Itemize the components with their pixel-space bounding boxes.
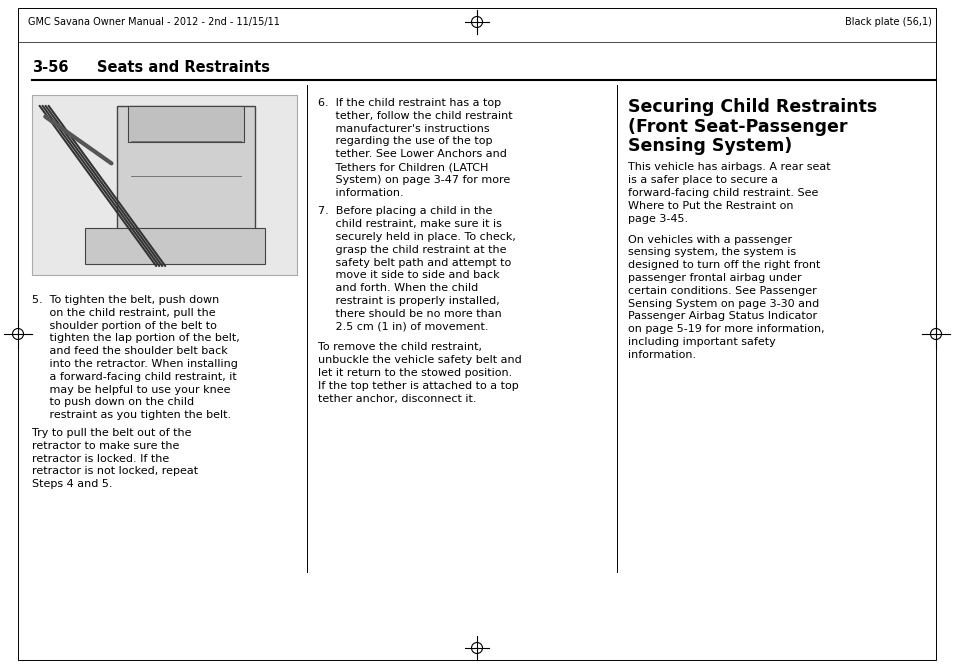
Text: Where to Put the Restraint on: Where to Put the Restraint on (627, 201, 793, 211)
Text: certain conditions. See Passenger: certain conditions. See Passenger (627, 286, 816, 296)
Text: is a safer place to secure a: is a safer place to secure a (627, 175, 778, 185)
Text: Tethers for Children (LATCH: Tethers for Children (LATCH (317, 162, 488, 172)
Text: tether anchor, disconnect it.: tether anchor, disconnect it. (317, 393, 476, 403)
Text: child restraint, make sure it is: child restraint, make sure it is (317, 219, 501, 229)
Text: securely held in place. To check,: securely held in place. To check, (317, 232, 516, 242)
Bar (128, 106, 243, 142)
Bar (85, 228, 265, 265)
Text: information.: information. (627, 350, 696, 359)
Text: may be helpful to use your knee: may be helpful to use your knee (32, 385, 231, 395)
Text: restraint as you tighten the belt.: restraint as you tighten the belt. (32, 410, 231, 420)
Text: manufacturer's instructions: manufacturer's instructions (317, 124, 489, 134)
Text: GMC Savana Owner Manual - 2012 - 2nd - 11/15/11: GMC Savana Owner Manual - 2012 - 2nd - 1… (28, 17, 279, 27)
Text: a forward-facing child restraint, it: a forward-facing child restraint, it (32, 372, 236, 382)
Text: 6.  If the child restraint has a top: 6. If the child restraint has a top (317, 98, 500, 108)
Text: unbuckle the vehicle safety belt and: unbuckle the vehicle safety belt and (317, 355, 521, 365)
Text: retractor to make sure the: retractor to make sure the (32, 441, 179, 451)
Text: to push down on the child: to push down on the child (32, 397, 193, 407)
Text: Steps 4 and 5.: Steps 4 and 5. (32, 479, 112, 489)
Text: on page 5-19 for more information,: on page 5-19 for more information, (627, 324, 823, 334)
Text: This vehicle has airbags. A rear seat: This vehicle has airbags. A rear seat (627, 162, 830, 172)
Text: move it side to side and back: move it side to side and back (317, 271, 499, 281)
Text: tighten the lap portion of the belt,: tighten the lap portion of the belt, (32, 333, 239, 343)
Text: (Front Seat-Passenger: (Front Seat-Passenger (627, 118, 846, 136)
Text: safety belt path and attempt to: safety belt path and attempt to (317, 258, 511, 268)
Text: Seats and Restraints: Seats and Restraints (97, 61, 270, 75)
Text: To remove the child restraint,: To remove the child restraint, (317, 343, 481, 353)
Text: Sensing System on page 3-30 and: Sensing System on page 3-30 and (627, 299, 819, 309)
Text: page 3-45.: page 3-45. (627, 214, 687, 224)
Text: retractor is not locked, repeat: retractor is not locked, repeat (32, 466, 198, 476)
Text: 5.  To tighten the belt, push down: 5. To tighten the belt, push down (32, 295, 219, 305)
Text: let it return to the stowed position.: let it return to the stowed position. (317, 368, 512, 378)
Text: restraint is properly installed,: restraint is properly installed, (317, 296, 499, 306)
Text: If the top tether is attached to a top: If the top tether is attached to a top (317, 381, 518, 391)
Text: passenger frontal airbag under: passenger frontal airbag under (627, 273, 801, 283)
Text: including important safety: including important safety (627, 337, 775, 347)
Text: On vehicles with a passenger: On vehicles with a passenger (627, 234, 791, 244)
Text: on the child restraint, pull the: on the child restraint, pull the (32, 308, 215, 318)
Text: there should be no more than: there should be no more than (317, 309, 501, 319)
Text: tether. See Lower Anchors and: tether. See Lower Anchors and (317, 149, 506, 159)
Text: 7.  Before placing a child in the: 7. Before placing a child in the (317, 206, 492, 216)
Text: 3-56: 3-56 (32, 61, 69, 75)
Text: tether, follow the child restraint: tether, follow the child restraint (317, 111, 512, 121)
Bar (32, 95, 296, 275)
Text: information.: information. (317, 188, 403, 198)
Text: regarding the use of the top: regarding the use of the top (317, 136, 492, 146)
Text: forward-facing child restraint. See: forward-facing child restraint. See (627, 188, 818, 198)
Text: grasp the child restraint at the: grasp the child restraint at the (317, 244, 506, 255)
Text: and feed the shoulder belt back: and feed the shoulder belt back (32, 346, 228, 356)
Text: and forth. When the child: and forth. When the child (317, 283, 477, 293)
Text: Passenger Airbag Status Indicator: Passenger Airbag Status Indicator (627, 311, 817, 321)
Text: System) on page 3-47 for more: System) on page 3-47 for more (317, 175, 510, 185)
Text: Black plate (56,1): Black plate (56,1) (844, 17, 931, 27)
Text: 2.5 cm (1 in) of movement.: 2.5 cm (1 in) of movement. (317, 321, 488, 331)
Text: Sensing System): Sensing System) (627, 137, 791, 155)
Text: shoulder portion of the belt to: shoulder portion of the belt to (32, 321, 216, 331)
Text: designed to turn off the right front: designed to turn off the right front (627, 260, 820, 270)
Text: Try to pull the belt out of the: Try to pull the belt out of the (32, 428, 192, 438)
Text: sensing system, the system is: sensing system, the system is (627, 247, 796, 257)
Bar (116, 106, 254, 246)
Text: Securing Child Restraints: Securing Child Restraints (627, 98, 877, 116)
Text: retractor is locked. If the: retractor is locked. If the (32, 454, 169, 464)
Text: into the retractor. When installing: into the retractor. When installing (32, 359, 237, 369)
